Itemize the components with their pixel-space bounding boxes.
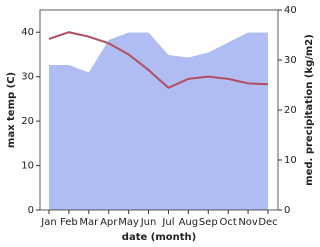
x-tick-label: Dec [258,217,277,228]
x-tick-label: Oct [220,217,237,228]
x-tick-label: Nov [238,217,258,228]
y-tick-label: 20 [21,116,34,127]
y2-axis-label: med. precipitation (kg/m2) [304,34,315,186]
x-tick-label: May [118,217,139,228]
y2-tick-label: 20 [284,105,297,116]
y-tick-label: 30 [21,72,34,83]
y-tick-label: 40 [21,27,34,38]
x-tick-label: Jun [140,217,157,228]
x-tick-label: Jul [161,217,174,228]
precip-area [49,32,268,210]
y2-tick-label: 0 [284,205,290,216]
y-axis-label: max temp (C) [6,72,17,148]
x-tick-label: Feb [60,217,78,228]
y2-tick-label: 30 [284,55,297,66]
x-tick-label: Apr [100,217,118,228]
x-tick-label: Mar [79,217,99,228]
x-axis-label: date (month) [122,232,196,243]
y2-tick-label: 10 [284,155,297,166]
y-tick-label: 10 [21,161,34,172]
y2-tick-label: 40 [284,5,297,16]
x-tick-label: Aug [179,217,199,228]
x-tick-label: Jan [40,217,56,228]
temp-line [48,31,269,89]
x-tick-label: Sep [199,217,218,228]
y-tick-label: 0 [28,205,34,216]
